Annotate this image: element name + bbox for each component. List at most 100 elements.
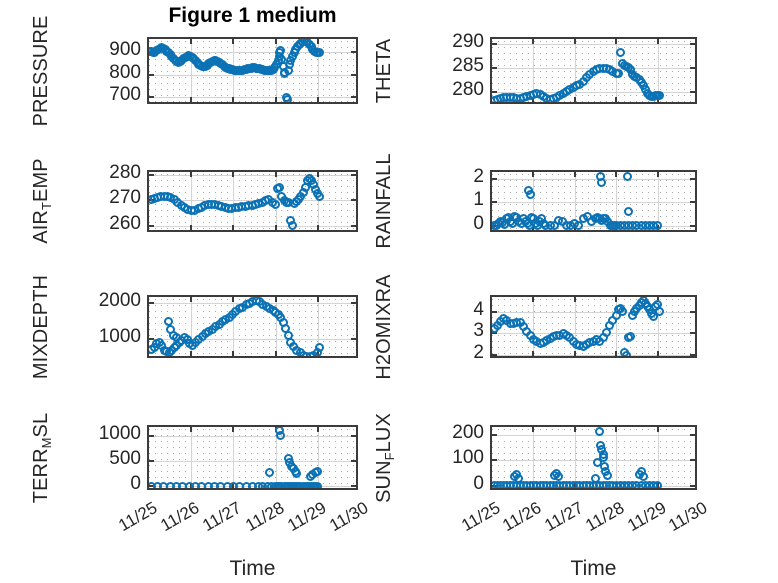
x-tick-mark xyxy=(657,172,659,177)
gridline-horizontal xyxy=(149,75,356,76)
gridline-vertical xyxy=(533,172,534,230)
gridline-horizontal xyxy=(149,339,356,340)
y-tick-mark xyxy=(690,434,695,436)
gridline-vertical xyxy=(658,297,659,356)
y-tick-mark xyxy=(351,485,356,487)
y-tick-mark xyxy=(690,332,695,334)
gridline-vertical xyxy=(276,297,277,356)
data-point xyxy=(653,221,663,230)
y-tick-label: 2 xyxy=(473,341,484,363)
x-tick-mark xyxy=(232,225,234,230)
y-tick-mark xyxy=(690,485,695,487)
y-tick-mark xyxy=(149,74,154,76)
data-point xyxy=(574,221,584,230)
axes-rainfall[interactable] xyxy=(490,170,697,232)
y-tick-label: 270 xyxy=(109,187,141,209)
x-tick-mark xyxy=(574,39,576,44)
x-tick-mark xyxy=(574,97,576,102)
gridline-vertical xyxy=(318,427,319,488)
y-tick-mark xyxy=(492,91,497,93)
gridline-vertical xyxy=(276,427,277,488)
axes-h2omixra[interactable] xyxy=(490,295,697,358)
y-tick-mark xyxy=(690,201,695,203)
x-tick-mark xyxy=(232,297,234,302)
x-tick-mark xyxy=(232,351,234,356)
gridline-vertical xyxy=(575,427,576,488)
x-tick-mark xyxy=(615,97,617,102)
axis-label-y-pressure: PRESSURE xyxy=(30,15,52,126)
x-tick-mark xyxy=(275,351,277,356)
y-tick-mark xyxy=(690,354,695,356)
data-point xyxy=(171,332,181,342)
data-point xyxy=(596,178,606,187)
x-tick-mark xyxy=(574,297,576,302)
y-tick-label: 260 xyxy=(109,213,141,235)
x-tick-mark xyxy=(615,427,617,432)
axes-terr_msl[interactable] xyxy=(147,425,358,490)
axes-air_temp[interactable] xyxy=(147,170,358,232)
y-tick-label: 0 xyxy=(473,212,484,234)
y-tick-mark xyxy=(351,435,356,437)
gridline-horizontal xyxy=(492,202,695,203)
x-tick-mark xyxy=(275,172,277,177)
x-tick-mark xyxy=(190,297,192,302)
gridline-horizontal xyxy=(149,461,356,462)
gridline-horizontal xyxy=(149,97,356,98)
y-tick-label: 0 xyxy=(473,472,484,494)
panel-terr_msl xyxy=(147,425,358,490)
axes-sun_flux[interactable] xyxy=(490,425,697,490)
data-point xyxy=(617,307,627,317)
y-tick-mark xyxy=(149,96,154,98)
data-point xyxy=(315,191,325,201)
x-tick-mark xyxy=(190,427,192,432)
x-tick-mark xyxy=(657,351,659,356)
x-tick-mark xyxy=(574,427,576,432)
y-tick-label: 280 xyxy=(109,161,141,183)
gridline-horizontal xyxy=(492,44,695,45)
y-tick-mark xyxy=(351,225,356,227)
gridline-vertical xyxy=(533,297,534,356)
gridline-horizontal xyxy=(492,355,695,356)
data-point xyxy=(655,90,665,100)
y-tick-mark xyxy=(149,435,154,437)
x-tick-mark xyxy=(532,427,534,432)
data-point xyxy=(288,220,297,230)
gridline-vertical xyxy=(616,297,617,356)
x-tick-mark xyxy=(275,39,277,44)
gridline-vertical xyxy=(575,39,576,102)
gridline-vertical xyxy=(616,427,617,488)
x-tick-mark xyxy=(190,225,192,230)
y-tick-mark xyxy=(492,311,497,313)
data-point xyxy=(624,207,634,217)
gridline-horizontal xyxy=(149,175,356,176)
gridline-horizontal xyxy=(492,333,695,334)
data-point xyxy=(613,69,623,78)
y-tick-label: 285 xyxy=(452,54,484,76)
y-tick-mark xyxy=(492,67,497,69)
data-point xyxy=(622,172,632,182)
y-tick-label: 100 xyxy=(452,447,484,469)
y-tick-mark xyxy=(492,332,497,334)
gridline-vertical xyxy=(191,172,192,230)
data-point xyxy=(313,481,323,488)
y-tick-label: 2000 xyxy=(98,290,141,312)
x-tick-mark xyxy=(317,297,319,302)
y-tick-mark xyxy=(149,460,154,462)
gridline-vertical xyxy=(658,427,659,488)
y-tick-label: 1 xyxy=(473,189,484,211)
y-tick-label: 1000 xyxy=(98,326,141,348)
gridline-horizontal xyxy=(492,312,695,313)
y-tick-mark xyxy=(492,43,497,45)
gridline-horizontal xyxy=(492,435,695,436)
data-point xyxy=(626,332,636,341)
axes-mixdepth[interactable] xyxy=(147,295,358,358)
axis-label-x: Time xyxy=(570,557,617,580)
axes-pressure[interactable] xyxy=(147,37,358,104)
x-tick-mark xyxy=(190,97,192,102)
gridline-vertical xyxy=(191,427,192,488)
axes-theta[interactable] xyxy=(490,37,697,104)
axis-label-y-mixdepth: MIXDEPTH xyxy=(30,274,52,379)
gridline-vertical xyxy=(233,297,234,356)
x-tick-mark xyxy=(232,427,234,432)
